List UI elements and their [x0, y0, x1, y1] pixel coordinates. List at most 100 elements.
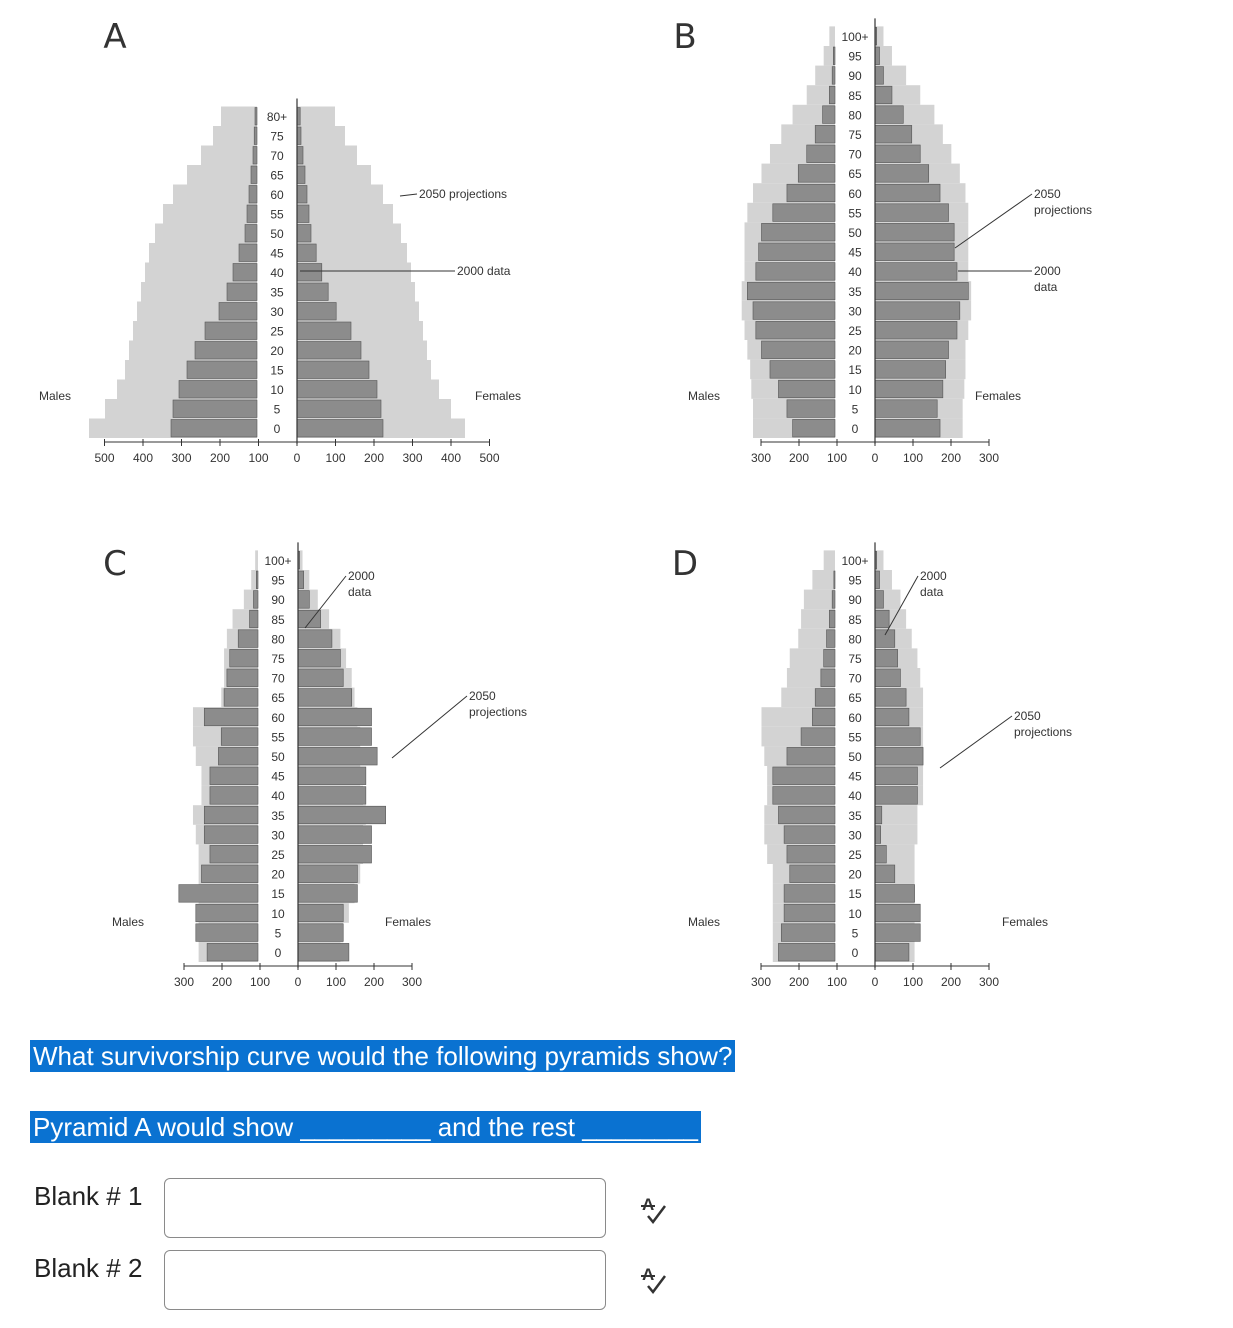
- age-label: 80+: [267, 110, 287, 124]
- data-bar-female: [297, 903, 344, 923]
- age-label: 65: [848, 691, 862, 705]
- blank-2-input[interactable]: [164, 1250, 606, 1310]
- projection-bar-male: [187, 165, 257, 185]
- data-bar-male: [246, 204, 258, 223]
- spell-check-icon[interactable]: A: [636, 1192, 670, 1226]
- callout-line: [304, 575, 347, 629]
- data-bar-female: [874, 242, 955, 261]
- age-label: 45: [848, 246, 862, 260]
- age-label: 15: [848, 887, 862, 901]
- age-label: 40: [848, 265, 862, 279]
- x-tick-label: 300: [402, 975, 422, 989]
- data-bar-male: [186, 360, 258, 379]
- projection-bar-male: [823, 46, 835, 66]
- age-label: 50: [848, 750, 862, 764]
- data-bar-female: [874, 570, 880, 589]
- projection-bar-male: [812, 570, 835, 590]
- data-bar-male: [755, 262, 836, 281]
- age-label: 20: [271, 868, 285, 882]
- data-bar-male: [758, 242, 836, 261]
- data-bar-male: [812, 707, 836, 727]
- fill-in-prompt: Pyramid A would show _________ and the r…: [30, 1111, 701, 1143]
- data-bar-female: [874, 688, 907, 707]
- data-bar-female: [296, 419, 384, 438]
- data-bar-male: [822, 105, 836, 124]
- data-bar-female: [297, 747, 378, 766]
- x-tick-label: 400: [441, 451, 461, 465]
- x-tick-label: 500: [94, 451, 114, 465]
- projection-bar-female: [297, 126, 345, 146]
- age-label: 40: [848, 789, 862, 803]
- data-bar-male: [814, 688, 836, 707]
- data-bar-male: [248, 185, 258, 204]
- x-tick-label: 100: [827, 451, 847, 465]
- data-bar-female: [874, 786, 918, 805]
- data-bar-female: [296, 224, 312, 243]
- females-label: Females: [385, 915, 431, 929]
- data-bar-male: [195, 903, 259, 923]
- data-bar-female: [296, 204, 310, 223]
- data-bar-female: [296, 321, 352, 340]
- callout-label: projections: [1014, 725, 1072, 739]
- callout-label: projections: [1034, 203, 1092, 217]
- data-bar-female: [297, 825, 372, 844]
- age-label: 65: [270, 169, 284, 183]
- data-bar-male: [783, 884, 836, 903]
- spell-check-icon[interactable]: A: [636, 1262, 670, 1296]
- data-bar-male: [772, 766, 836, 785]
- age-label: 70: [848, 148, 862, 162]
- data-bar-female: [874, 864, 896, 883]
- data-bar-male: [778, 943, 836, 962]
- data-bar-female: [874, 707, 910, 727]
- x-tick-label: 300: [751, 975, 771, 989]
- data-bar-male: [761, 223, 836, 242]
- age-label: 20: [270, 344, 284, 358]
- data-bar-female: [874, 164, 930, 183]
- data-bar-female: [297, 649, 341, 668]
- data-bar-male: [786, 183, 836, 203]
- x-tick-label: 0: [872, 975, 879, 989]
- callout-label: 2050: [1014, 709, 1041, 723]
- age-label: 90: [848, 69, 862, 83]
- x-tick-label: 400: [133, 451, 153, 465]
- projection-bar-female: [297, 184, 383, 204]
- pyramid-d: D 100+95908580757065605550454035302520151…: [672, 542, 1072, 989]
- x-tick-label: 100: [250, 975, 270, 989]
- age-label: 30: [270, 305, 284, 319]
- data-bar-male: [209, 786, 259, 805]
- pyramid-letter: A: [103, 17, 126, 57]
- data-bar-female: [874, 747, 924, 766]
- age-label: 95: [271, 574, 285, 588]
- age-label: 5: [852, 402, 859, 416]
- callout-label: data: [1034, 280, 1058, 294]
- callout-line: [884, 575, 919, 636]
- blank-1-input[interactable]: [164, 1178, 606, 1238]
- data-bar-female: [874, 321, 958, 340]
- data-bar-female: [296, 399, 382, 418]
- data-bar-male: [800, 727, 836, 746]
- age-label: 55: [848, 206, 862, 220]
- question-text: What survivorship curve would the follow…: [30, 1040, 736, 1072]
- data-bar-male: [747, 281, 836, 301]
- data-bar-female: [296, 360, 370, 379]
- x-tick-label: 0: [295, 975, 302, 989]
- data-bar-male: [792, 419, 836, 438]
- females-label: Females: [1002, 915, 1048, 929]
- data-bar-male: [226, 282, 258, 301]
- data-bar-female: [874, 419, 941, 438]
- data-bar-male: [786, 845, 836, 864]
- projection-bar-female: [875, 550, 884, 570]
- age-label: 25: [270, 325, 284, 339]
- data-bar-male: [831, 66, 836, 85]
- x-tick-label: 300: [979, 451, 999, 465]
- data-bar-male: [829, 85, 836, 105]
- data-bar-female: [297, 884, 358, 903]
- projection-bar-male: [213, 126, 257, 146]
- projection-bar-female: [297, 223, 401, 243]
- data-bar-female: [874, 629, 896, 648]
- data-bar-male: [831, 590, 836, 609]
- data-bar-female: [874, 125, 913, 144]
- data-bar-female: [874, 903, 921, 923]
